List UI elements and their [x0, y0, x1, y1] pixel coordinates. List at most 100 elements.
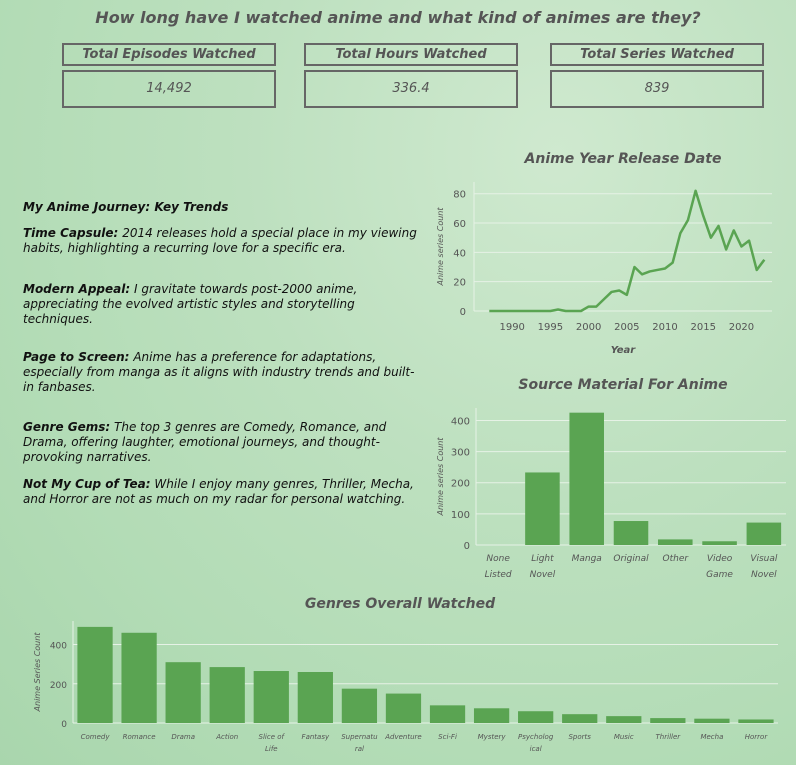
x-tick-label: 2015 [691, 322, 716, 333]
bar [694, 718, 730, 723]
bar [429, 705, 466, 723]
series-line [489, 189, 766, 313]
release-year-line-chart: 0 20 40 60 80 1990 1995 2000 2005 2010 2015 2020 Yea… [436, 182, 772, 356]
x-tick-label: Psycholog [518, 733, 554, 741]
y-tick-label: 200 [50, 681, 67, 691]
y-tick-label: 0 [464, 541, 470, 552]
x-tick-label: Mystery [478, 733, 507, 741]
bar [606, 716, 642, 723]
bar [613, 521, 649, 545]
x-tick-label: Comedy [81, 733, 111, 741]
bar [165, 662, 201, 723]
x-tick-label: ral [355, 745, 364, 753]
x-tick-label: ical [530, 745, 542, 753]
x-tick-label: 2010 [652, 322, 677, 333]
y-tick-label: 40 [453, 248, 466, 259]
x-tick-label: Slice of [259, 733, 286, 741]
kpi-series-value: 839 [550, 70, 764, 108]
y-tick-label: 0 [61, 720, 67, 730]
x-tick-label: Mecha [700, 733, 723, 741]
x-tick-label: Horror [745, 733, 769, 741]
x-tick-label: Original [613, 554, 649, 564]
bar [341, 688, 378, 723]
y-tick-label: 300 [451, 448, 470, 459]
bar [658, 539, 693, 545]
x-tick-label: Other [663, 554, 690, 564]
x-tick-label: Action [215, 733, 238, 741]
x-tick-label: Light [531, 554, 554, 564]
x-tick-label: Supernatu [341, 733, 378, 741]
bar [253, 671, 289, 723]
line-chart-title: Anime Year Release Date [524, 151, 722, 167]
trend-item-text: 2014 releases hold a special place in my… [23, 226, 417, 255]
kpi-episodes-label: Total Episodes Watched [62, 43, 276, 66]
x-tick-label: Romance [123, 733, 156, 741]
trend-item-text: I gravitate towards post-2000 anime, app… [23, 282, 358, 326]
bar [121, 632, 157, 723]
x-tick-label: Visual [750, 554, 778, 564]
bar [569, 412, 604, 545]
x-tick-label: 2020 [729, 322, 754, 333]
source-material-bar-chart: 0 100 200 300 400 None Listed Light Novel Manga Or… [436, 408, 786, 580]
y-axis-label: Anime Series Count [33, 632, 42, 713]
page-title: How long have I watched anime and what k… [95, 8, 701, 27]
x-tick-label: Fantasy [302, 733, 330, 741]
genres-bar-chart: 0 200 400 Comedy Romance Drama Action Slice of L… [33, 621, 778, 753]
y-tick-label: 60 [453, 219, 466, 230]
bar [518, 711, 554, 723]
y-tick-label: 100 [451, 510, 470, 521]
y-axis-label: Anime series Count [436, 207, 445, 287]
x-tick-label: Manga [572, 554, 602, 564]
x-tick-label: Life [265, 745, 278, 753]
bar [702, 541, 737, 545]
bar [650, 718, 686, 723]
x-tick-label: Music [614, 733, 634, 741]
x-tick-label: Sports [568, 733, 591, 741]
trend-item: Not My Cup of Tea: While I enjoy many ge… [23, 477, 418, 507]
y-tick-label: 0 [460, 307, 466, 318]
x-tick-label: 2005 [614, 322, 639, 333]
y-axis-label: Anime series Count [436, 437, 445, 517]
trend-item-text: While I enjoy many genres, Thriller, Mec… [23, 477, 414, 506]
bar [77, 626, 113, 723]
trend-item-text: The top 3 genres are Comedy, Romance, an… [23, 420, 387, 464]
y-tick-label: 80 [453, 190, 466, 201]
kpi-episodes-value: 14,492 [62, 70, 276, 108]
x-tick-label: 1990 [499, 322, 524, 333]
trend-item-title: Page to Screen: [23, 350, 130, 364]
trend-item-title: Genre Gems: [23, 420, 111, 434]
bar [473, 708, 510, 723]
key-trends-panel: My Anime Journey: Key Trends Time Capsul… [23, 200, 418, 506]
trend-item-title: Not My Cup of Tea: [23, 477, 151, 491]
trend-item: Modern Appeal: I gravitate towards post-… [23, 282, 418, 327]
trend-item: Time Capsule: 2014 releases hold a speci… [23, 226, 418, 256]
x-tick-label: 1995 [538, 322, 563, 333]
bar [385, 693, 422, 723]
x-tick-label: 2000 [576, 322, 601, 333]
kpi-series-label: Total Series Watched [550, 43, 764, 66]
key-trends-heading: My Anime Journey: Key Trends [23, 200, 229, 214]
x-tick-label: Novel [530, 570, 556, 580]
x-tick-label: Listed [485, 570, 512, 580]
y-tick-label: 20 [453, 278, 466, 289]
kpi-hours-value: 336.4 [304, 70, 518, 108]
bar [562, 714, 598, 723]
x-tick-label: Thriller [656, 733, 682, 741]
x-tick-label: Sci-Fi [438, 733, 457, 741]
x-tick-label: Game [706, 570, 733, 580]
y-tick-label: 400 [451, 416, 470, 427]
trend-item: Page to Screen: Anime has a preference f… [23, 350, 418, 395]
kpi-hours-label: Total Hours Watched [304, 43, 518, 66]
trend-item: Genre Gems: The top 3 genres are Comedy,… [23, 420, 418, 465]
x-tick-label: Video [707, 554, 733, 564]
genre-chart-title: Genres Overall Watched [304, 596, 496, 612]
x-axis-label: Year [611, 345, 636, 356]
x-tick-label: None [486, 554, 510, 564]
y-tick-label: 200 [451, 479, 470, 490]
trend-item-text: Anime has a preference for adaptations, … [23, 350, 415, 394]
bar [525, 472, 560, 545]
y-tick-label: 400 [50, 642, 67, 652]
bar [209, 667, 245, 723]
x-tick-label: Adventure [384, 733, 421, 741]
trend-item-title: Time Capsule: [23, 226, 119, 240]
